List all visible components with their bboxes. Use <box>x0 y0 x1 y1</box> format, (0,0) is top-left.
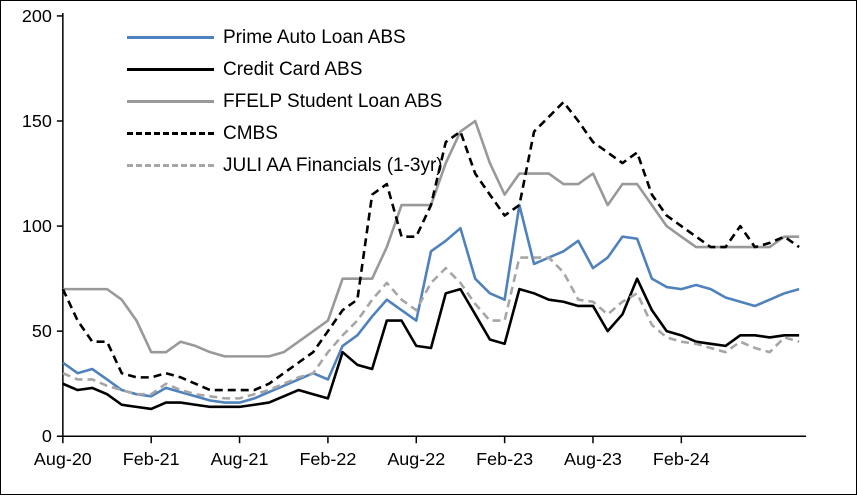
y-tick-label: 50 <box>32 321 52 341</box>
y-axis: 0 50 100 150 200 <box>22 6 63 446</box>
x-tick-label: Aug-22 <box>387 449 445 469</box>
y-tick-label: 100 <box>22 216 52 236</box>
legend-item-credit-card-abs: Credit Card ABS <box>127 53 443 85</box>
legend-item-ffelp-student-loan-abs: FFELP Student Loan ABS <box>127 85 443 117</box>
y-tick-label: 150 <box>22 111 52 131</box>
legend-label-credit-card-abs: Credit Card ABS <box>223 58 363 80</box>
legend-swatch-prime-auto-loan-abs <box>127 35 214 39</box>
y-tick-label: 200 <box>22 6 52 26</box>
x-tick-label: Feb-24 <box>653 449 710 469</box>
x-tick-label: Aug-23 <box>564 449 622 469</box>
legend-item-prime-auto-loan-abs: Prime Auto Loan ABS <box>127 21 443 53</box>
series-line-credit-card-abs <box>62 277 800 411</box>
legend-swatch-cmbs <box>127 131 214 135</box>
legend-item-juli-aa-financials-1-3yr: JULI AA Financials (1-3yr) <box>127 149 443 181</box>
chart-legend: Prime Auto Loan ABS Credit Card ABS FFELP … <box>127 21 443 181</box>
series-line-juli-aa-financials-1-3yr <box>62 256 800 400</box>
legend-label-prime-auto-loan-abs: Prime Auto Loan ABS <box>223 26 406 48</box>
x-tick-label: Aug-21 <box>211 449 269 469</box>
legend-swatch-credit-card-abs <box>127 67 214 71</box>
x-axis: Aug-20 Feb-21 Aug-21 Feb-22 Aug-22 Feb-23 Aug-… <box>34 436 710 469</box>
legend-swatch-ffelp-student-loan-abs <box>127 99 214 103</box>
x-tick-label: Aug-20 <box>34 449 92 469</box>
legend-swatch-juli-aa-financials-1-3yr <box>127 163 214 167</box>
legend-item-cmbs: CMBS <box>127 117 443 149</box>
y-tick-label: 0 <box>42 426 52 446</box>
legend-label-juli-aa-financials-1-3yr: JULI AA Financials (1-3yr) <box>223 154 443 176</box>
series-line-prime-auto-loan-abs <box>62 203 800 404</box>
legend-label-cmbs: CMBS <box>223 122 278 144</box>
legend-label-ffelp-student-loan-abs: FFELP Student Loan ABS <box>223 90 443 112</box>
series-line-cmbs <box>61 100 800 392</box>
x-tick-label: Feb-22 <box>299 449 356 469</box>
axes <box>62 12 807 437</box>
x-tick-label: Feb-23 <box>476 449 533 469</box>
x-tick-label: Feb-21 <box>123 449 180 469</box>
